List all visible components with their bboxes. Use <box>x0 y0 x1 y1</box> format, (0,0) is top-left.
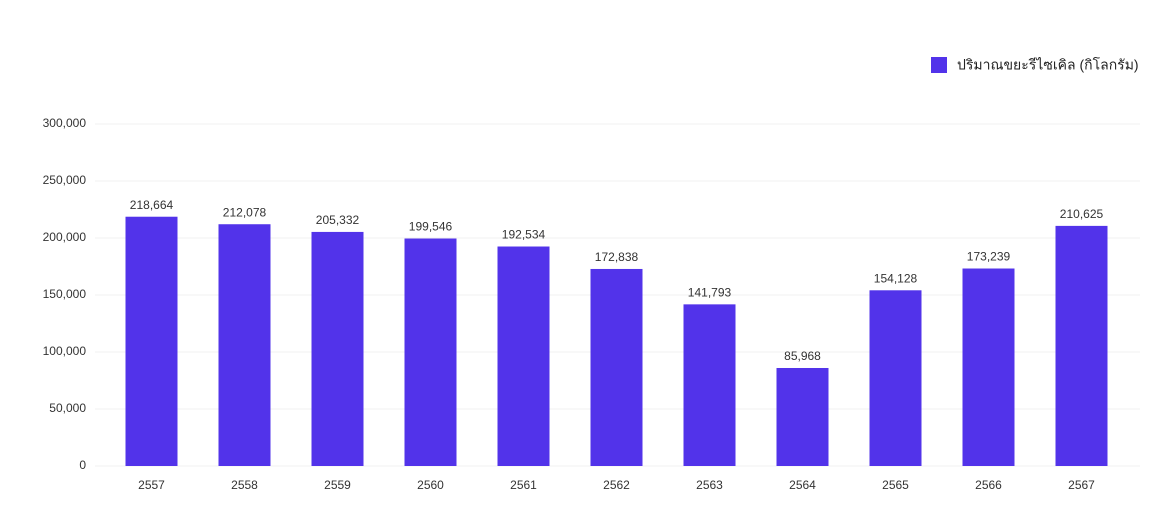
y-tick-label: 150,000 <box>43 287 87 301</box>
bar <box>125 216 178 466</box>
y-tick-label: 300,000 <box>43 116 87 130</box>
x-tick-label: 2561 <box>510 478 537 492</box>
x-tick-label: 2559 <box>324 478 351 492</box>
bar <box>218 224 271 466</box>
bar <box>497 246 550 466</box>
bar <box>1055 225 1108 466</box>
x-tick-label: 2560 <box>417 478 444 492</box>
legend-label: ปริมาณขยะรีไซเคิล (กิโลกรัม) <box>957 57 1139 73</box>
value-label: 85,968 <box>784 349 821 363</box>
bar <box>311 231 364 466</box>
y-tick-label: 0 <box>79 458 86 472</box>
value-label: 154,128 <box>874 271 918 285</box>
x-tick-label: 2567 <box>1068 478 1095 492</box>
x-tick-label: 2558 <box>231 478 258 492</box>
x-tick-label: 2557 <box>138 478 165 492</box>
legend-swatch <box>931 57 947 73</box>
bar <box>776 367 829 466</box>
y-tick-label: 250,000 <box>43 173 87 187</box>
value-label: 212,078 <box>223 205 267 219</box>
value-label: 199,546 <box>409 220 453 234</box>
y-tick-label: 50,000 <box>49 401 86 415</box>
value-label: 205,332 <box>316 213 360 227</box>
bar <box>404 238 457 466</box>
bar <box>869 290 922 466</box>
x-tick-label: 2564 <box>789 478 816 492</box>
bar <box>590 268 643 466</box>
y-tick-label: 200,000 <box>43 230 87 244</box>
value-label: 218,664 <box>130 198 174 212</box>
value-label: 141,793 <box>688 286 732 300</box>
y-tick-label: 100,000 <box>43 344 87 358</box>
x-tick-label: 2563 <box>696 478 723 492</box>
value-label: 210,625 <box>1060 207 1104 221</box>
bar <box>683 304 736 466</box>
x-tick-label: 2562 <box>603 478 630 492</box>
bar <box>962 268 1015 466</box>
x-tick-label: 2566 <box>975 478 1002 492</box>
value-label: 172,838 <box>595 250 639 264</box>
value-label: 192,534 <box>502 228 546 242</box>
value-label: 173,239 <box>967 250 1011 264</box>
x-tick-label: 2565 <box>882 478 909 492</box>
